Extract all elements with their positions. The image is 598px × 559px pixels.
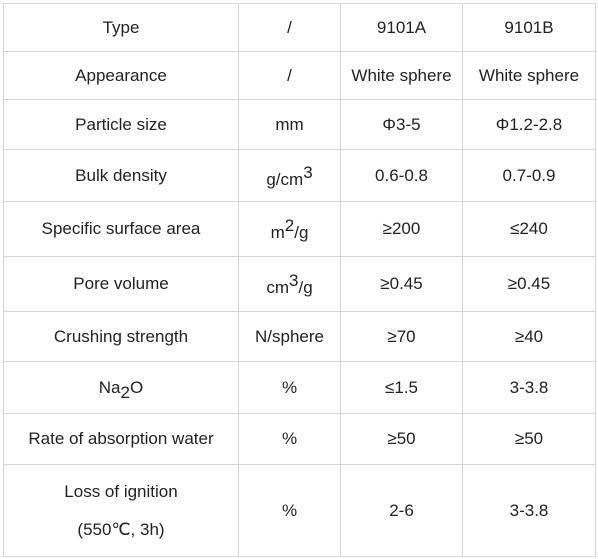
table-row: Crushing strength N/sphere ≥70 ≥40 bbox=[3, 311, 596, 362]
table-row: Rate of absorption water % ≥50 ≥50 bbox=[3, 413, 596, 465]
unit-superscript: 3 bbox=[303, 162, 313, 182]
row-label: Rate of absorption water bbox=[3, 413, 239, 465]
unit-base: cm bbox=[266, 278, 289, 297]
row-unit: g/cm3 bbox=[238, 149, 341, 202]
value-9101b: ≥40 bbox=[462, 311, 596, 362]
value-9101b: 0.7-0.9 bbox=[462, 149, 596, 202]
label-base: Na bbox=[98, 377, 121, 397]
value-9101a: White sphere bbox=[340, 51, 463, 100]
table-row: Loss of ignition (550℃, 3h) % 2-6 3-3.8 bbox=[3, 464, 596, 557]
table-row: Na2O % ≤1.5 3-3.8 bbox=[3, 361, 596, 414]
label-line-2: (550℃, 3h) bbox=[77, 519, 165, 539]
value-9101a: ≥200 bbox=[340, 201, 463, 257]
label-line-1: Loss of ignition bbox=[64, 481, 178, 501]
value-9101b: ≥50 bbox=[462, 413, 596, 465]
unit-superscript: 2 bbox=[284, 216, 295, 235]
row-label: Specific surface area bbox=[3, 201, 239, 257]
value-9101a: 2-6 bbox=[340, 464, 463, 557]
row-label: Crushing strength bbox=[3, 311, 239, 362]
row-label: Pore volume bbox=[3, 256, 239, 312]
value-9101b: 3-3.8 bbox=[462, 361, 596, 414]
value-9101a: ≥50 bbox=[340, 413, 463, 465]
table-row: Pore volume cm3/g ≥0.45 ≥0.45 bbox=[3, 256, 596, 312]
table-row: Particle size mm Φ3-5 Φ1.2-2.8 bbox=[3, 99, 596, 150]
header-type: Type bbox=[3, 3, 239, 52]
table-row: Appearance / White sphere White sphere bbox=[3, 51, 596, 100]
value-9101b: Φ1.2-2.8 bbox=[462, 99, 596, 150]
unit-base: m bbox=[270, 223, 285, 242]
row-unit: % bbox=[238, 361, 341, 414]
row-unit: % bbox=[238, 464, 341, 557]
unit-superscript: 3 bbox=[289, 271, 299, 290]
row-unit: mm bbox=[238, 99, 341, 150]
value-9101b: White sphere bbox=[462, 51, 596, 100]
value-9101a: 0.6-0.8 bbox=[340, 149, 463, 202]
header-unit: / bbox=[238, 3, 341, 52]
specification-table: Type / 9101A 9101B Appearance / White sp… bbox=[3, 3, 596, 557]
value-9101a: ≥0.45 bbox=[340, 256, 463, 312]
value-9101a: ≥70 bbox=[340, 311, 463, 362]
row-label: Particle size bbox=[3, 99, 239, 150]
table-row: Bulk density g/cm3 0.6-0.8 0.7-0.9 bbox=[3, 149, 596, 202]
unit-suffix: /g bbox=[294, 223, 309, 242]
table-row: Specific surface area m2/g ≥200 ≤240 bbox=[3, 201, 596, 257]
value-9101b: ≤240 bbox=[462, 201, 596, 257]
row-unit: / bbox=[238, 51, 341, 100]
unit-suffix: /g bbox=[298, 278, 313, 297]
row-unit: % bbox=[238, 413, 341, 465]
value-9101a: ≤1.5 bbox=[340, 361, 463, 414]
row-label: Loss of ignition (550℃, 3h) bbox=[3, 464, 239, 557]
row-label: Na2O bbox=[3, 361, 239, 414]
header-9101a: 9101A bbox=[340, 3, 463, 52]
row-label: Bulk density bbox=[3, 149, 239, 202]
row-unit: m2/g bbox=[238, 201, 341, 257]
header-9101b: 9101B bbox=[462, 3, 596, 52]
unit-base: g/cm bbox=[266, 169, 304, 189]
value-9101b: ≥0.45 bbox=[462, 256, 596, 312]
value-9101a: Φ3-5 bbox=[340, 99, 463, 150]
row-label: Appearance bbox=[3, 51, 239, 100]
label-subscript: 2 bbox=[120, 382, 130, 402]
table-header-row: Type / 9101A 9101B bbox=[3, 3, 596, 52]
row-unit: cm3/g bbox=[238, 256, 341, 312]
row-unit: N/sphere bbox=[238, 311, 341, 362]
value-9101b: 3-3.8 bbox=[462, 464, 596, 557]
label-suffix: O bbox=[129, 377, 144, 397]
